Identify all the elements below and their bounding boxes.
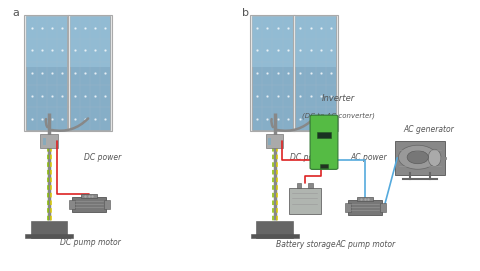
Text: DC pump motor: DC pump motor [60,238,120,247]
FancyBboxPatch shape [295,16,336,67]
Text: (DC to AC converter): (DC to AC converter) [302,113,375,119]
FancyBboxPatch shape [26,16,67,67]
FancyBboxPatch shape [317,132,331,138]
Ellipse shape [398,145,437,169]
FancyBboxPatch shape [24,15,69,131]
Bar [297,183,301,188]
FancyBboxPatch shape [252,16,293,67]
FancyBboxPatch shape [70,16,110,67]
Bar [25,234,73,238]
FancyBboxPatch shape [380,203,386,212]
FancyBboxPatch shape [289,188,321,214]
Text: Inverter: Inverter [322,94,356,103]
FancyBboxPatch shape [268,138,271,145]
Text: AC power: AC power [350,153,387,162]
FancyBboxPatch shape [81,194,97,198]
FancyBboxPatch shape [252,16,293,130]
FancyBboxPatch shape [69,200,75,209]
Bar [31,221,67,238]
Ellipse shape [428,149,441,166]
Text: AC generator: AC generator [403,125,454,134]
FancyBboxPatch shape [40,134,58,147]
FancyBboxPatch shape [293,15,338,131]
Bar [251,234,299,238]
Bar [309,183,313,188]
FancyBboxPatch shape [348,200,382,215]
Ellipse shape [407,151,428,164]
FancyBboxPatch shape [396,141,444,175]
FancyBboxPatch shape [310,115,338,169]
FancyBboxPatch shape [104,200,109,209]
FancyBboxPatch shape [345,203,350,212]
Text: a: a [12,8,19,18]
Text: DC power: DC power [84,153,121,162]
FancyBboxPatch shape [26,16,67,130]
FancyBboxPatch shape [357,197,373,201]
FancyBboxPatch shape [266,134,283,147]
FancyBboxPatch shape [68,15,112,131]
Text: Battery storage: Battery storage [276,240,336,249]
FancyBboxPatch shape [72,197,106,212]
FancyBboxPatch shape [250,15,295,131]
Text: DC power: DC power [290,153,328,162]
FancyBboxPatch shape [320,164,328,168]
Bar [256,221,293,238]
Text: AC pump motor: AC pump motor [336,240,396,249]
FancyBboxPatch shape [295,16,336,130]
FancyBboxPatch shape [70,16,110,130]
FancyBboxPatch shape [43,138,46,145]
Text: b: b [242,8,250,18]
